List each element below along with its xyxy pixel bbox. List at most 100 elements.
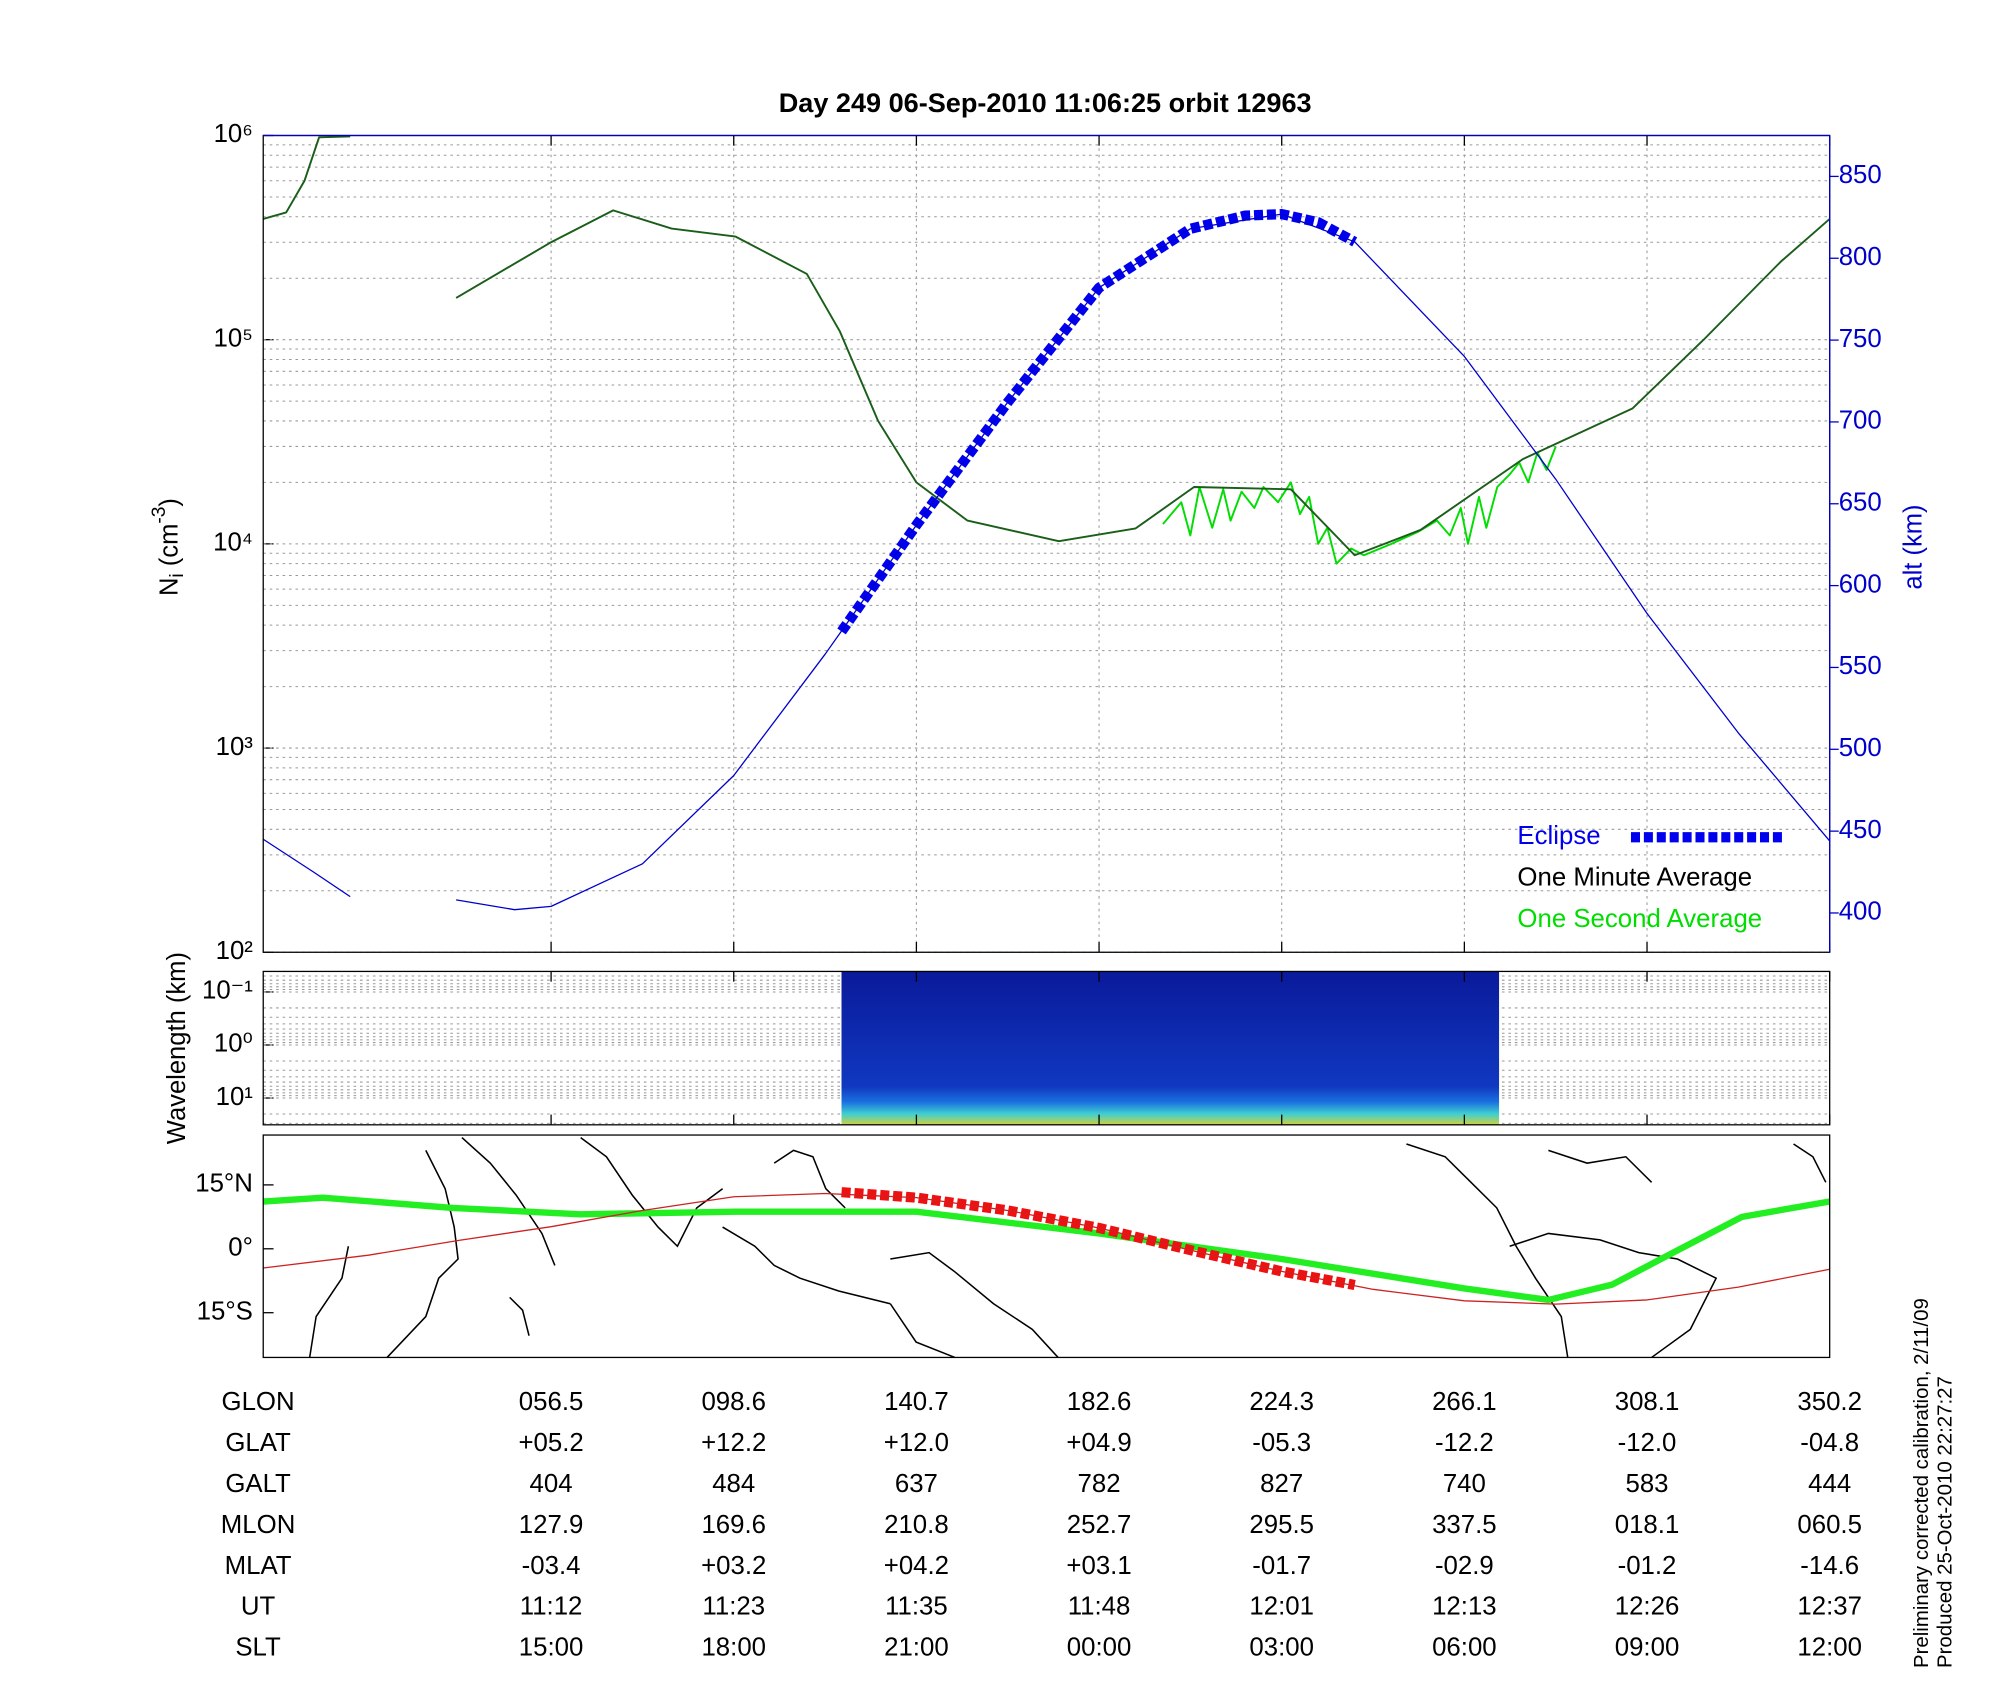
coastlines bbox=[308, 1136, 1827, 1359]
table-cell: +04.9 bbox=[1066, 1429, 1131, 1457]
table-cell: 169.6 bbox=[701, 1511, 766, 1539]
y-tick-label: 10⁴ bbox=[213, 529, 253, 557]
table-cell: -03.4 bbox=[522, 1552, 581, 1580]
table-cell: -01.7 bbox=[1252, 1552, 1311, 1580]
table-cell: +12.2 bbox=[701, 1429, 766, 1457]
table-cell: -02.9 bbox=[1435, 1552, 1494, 1580]
table-cell: 308.1 bbox=[1615, 1388, 1680, 1416]
table-cell: 09:00 bbox=[1615, 1634, 1680, 1662]
table-cell: 583 bbox=[1625, 1470, 1668, 1498]
table-cell: 337.5 bbox=[1432, 1511, 1497, 1539]
table-cell: 12:26 bbox=[1615, 1593, 1680, 1621]
y2-tick-label: 400 bbox=[1839, 898, 1882, 926]
data-line bbox=[837, 208, 1358, 635]
table-cell: 182.6 bbox=[1067, 1388, 1132, 1416]
y-tick-label: 10¹ bbox=[216, 1083, 253, 1111]
y-label-part: (cm bbox=[155, 524, 183, 574]
table-row-label: GLAT bbox=[225, 1429, 291, 1457]
table-cell: 210.8 bbox=[884, 1511, 949, 1539]
table-cell: 266.1 bbox=[1432, 1388, 1497, 1416]
table-cell: -01.2 bbox=[1618, 1552, 1677, 1580]
table-cell: 056.5 bbox=[519, 1388, 584, 1416]
table-cell: +04.2 bbox=[884, 1552, 949, 1580]
table-cell: 098.6 bbox=[701, 1388, 766, 1416]
y2-tick-label: 700 bbox=[1839, 407, 1882, 435]
table-cell: 11:48 bbox=[1068, 1593, 1131, 1621]
y-tick-label: 10⁰ bbox=[214, 1030, 253, 1058]
table-row-label: GALT bbox=[225, 1470, 291, 1498]
y2-tick-label: 600 bbox=[1839, 570, 1882, 598]
table-cell: -14.6 bbox=[1800, 1552, 1859, 1580]
table-row-label: MLON bbox=[221, 1511, 296, 1539]
y2-axis-label: alt (km) bbox=[1900, 504, 1928, 589]
table-cell: +03.1 bbox=[1066, 1552, 1131, 1580]
table-cell: 03:00 bbox=[1249, 1634, 1314, 1662]
table-cell: +03.2 bbox=[701, 1552, 766, 1580]
table-cell: 11:12 bbox=[520, 1593, 583, 1621]
y2-tick-label: 850 bbox=[1839, 161, 1882, 189]
table-cell: 740 bbox=[1443, 1470, 1486, 1498]
data-line bbox=[262, 213, 1831, 911]
table-cell: 12:37 bbox=[1797, 1593, 1862, 1621]
legend-label: One Minute Average bbox=[1517, 864, 1752, 892]
y-tick-label: 0° bbox=[228, 1234, 253, 1262]
y2-tick-label: 500 bbox=[1839, 734, 1882, 762]
data-line bbox=[263, 1194, 1831, 1304]
table-cell: 637 bbox=[895, 1470, 938, 1498]
y2-tick-label: 800 bbox=[1839, 243, 1882, 271]
y-label-part: -3 bbox=[149, 507, 170, 524]
table-cell: 11:23 bbox=[702, 1593, 765, 1621]
table-cell: 295.5 bbox=[1249, 1511, 1314, 1539]
data-line bbox=[262, 135, 1831, 557]
table-cell: -04.8 bbox=[1800, 1429, 1859, 1457]
y-label-part: ) bbox=[155, 498, 183, 507]
table-cell: 12:00 bbox=[1797, 1634, 1862, 1662]
data-line bbox=[1162, 446, 1557, 565]
table-cell: 11:35 bbox=[885, 1593, 948, 1621]
y-tick-label: 10⁵ bbox=[214, 325, 253, 353]
plot-frame bbox=[262, 1134, 1831, 1359]
table-cell: 06:00 bbox=[1432, 1634, 1497, 1662]
table-cell: 018.1 bbox=[1615, 1511, 1680, 1539]
y2-tick-label: 450 bbox=[1839, 816, 1882, 844]
table-cell: 12:01 bbox=[1249, 1593, 1314, 1621]
table-cell: 00:00 bbox=[1067, 1634, 1132, 1662]
y-tick-label: 15°N bbox=[195, 1170, 253, 1198]
table-cell: 444 bbox=[1808, 1470, 1851, 1498]
table-cell: -12.2 bbox=[1435, 1429, 1494, 1457]
table-row-label: UT bbox=[241, 1593, 276, 1621]
table-cell: 484 bbox=[712, 1470, 755, 1498]
table-cell: 252.7 bbox=[1067, 1511, 1132, 1539]
table-cell: 18:00 bbox=[701, 1634, 766, 1662]
legend-label: Eclipse bbox=[1517, 822, 1600, 850]
y-label-part: N bbox=[155, 578, 183, 596]
table-cell: +05.2 bbox=[518, 1429, 583, 1457]
table-cell: 127.9 bbox=[519, 1511, 584, 1539]
table-cell: -12.0 bbox=[1618, 1429, 1677, 1457]
y-tick-label: 15°S bbox=[197, 1298, 253, 1326]
y-label-part: i bbox=[167, 573, 188, 577]
table-row-label: GLON bbox=[222, 1388, 295, 1416]
y-tick-label: 10⁶ bbox=[214, 120, 253, 148]
table-row-label: SLT bbox=[235, 1634, 281, 1662]
y-axis-label: Ni (cm-3) bbox=[149, 498, 188, 596]
table-row-label: MLAT bbox=[225, 1552, 292, 1580]
table-cell: 224.3 bbox=[1249, 1388, 1314, 1416]
y-tick-label: 10⁻¹ bbox=[202, 977, 253, 1005]
data-line bbox=[263, 1192, 1830, 1305]
table-cell: 060.5 bbox=[1797, 1511, 1862, 1539]
table-cell: 350.2 bbox=[1797, 1388, 1862, 1416]
y2-tick-label: 750 bbox=[1839, 325, 1882, 353]
table-cell: 15:00 bbox=[519, 1634, 584, 1662]
table-cell: 12:13 bbox=[1432, 1593, 1497, 1621]
y-tick-label: 10² bbox=[216, 937, 254, 965]
chart-title: Day 249 06-Sep-2010 11:06:25 orbit 12963 bbox=[779, 88, 1312, 118]
table-cell: 782 bbox=[1078, 1470, 1121, 1498]
y-tick-label: 10³ bbox=[216, 733, 254, 761]
table-cell: 827 bbox=[1260, 1470, 1303, 1498]
y2-tick-label: 650 bbox=[1839, 489, 1882, 517]
table-cell: 404 bbox=[530, 1470, 573, 1498]
spectrogram bbox=[841, 971, 1500, 1125]
y-axis-label: Wavelength (km) bbox=[163, 952, 191, 1144]
